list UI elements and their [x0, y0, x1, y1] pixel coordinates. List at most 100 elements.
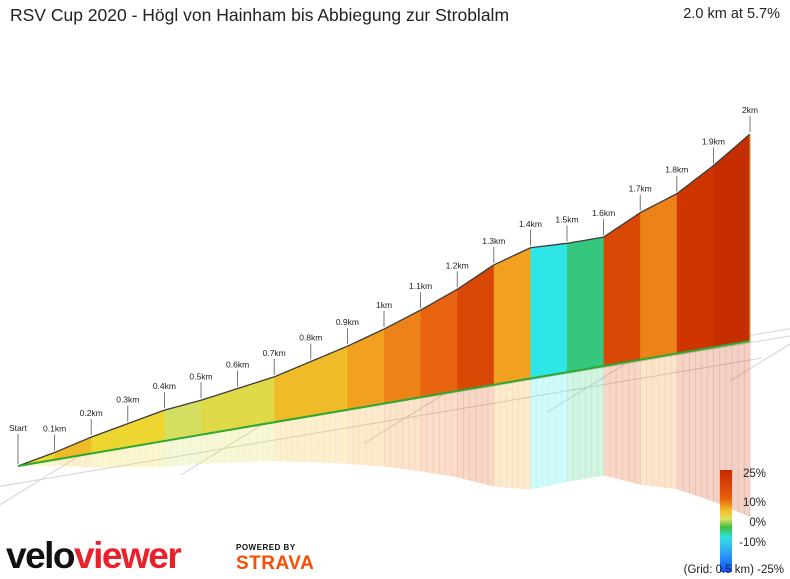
- wall-slice: [66, 444, 74, 458]
- reflection-slice: [237, 427, 245, 463]
- wall-slice: [298, 364, 306, 419]
- wall-slice: [280, 371, 287, 422]
- wall-slice: [255, 380, 263, 426]
- wall-slice: [286, 369, 294, 421]
- distance-label: 0.5km: [189, 371, 212, 381]
- wall-slice: [426, 303, 434, 397]
- reflection-slice: [335, 410, 342, 464]
- reflection-slice: [115, 448, 123, 468]
- distance-label: 1.5km: [555, 214, 578, 224]
- reflection-slice: [79, 454, 86, 468]
- powered-by-text: POWERED BY: [236, 543, 296, 552]
- wall-slice: [432, 299, 440, 396]
- reflection-slice: [384, 402, 391, 468]
- reflection-slice: [506, 381, 513, 489]
- reflection-slice: [536, 376, 544, 489]
- reflection-slice: [445, 392, 452, 477]
- wall-slice: [268, 376, 275, 424]
- reflection-slice: [274, 421, 281, 462]
- wall-slice: [469, 277, 477, 389]
- reflection-slice: [365, 405, 373, 466]
- veloviewer-logo[interactable]: veloviewer: [6, 535, 182, 576]
- wall-slice: [243, 384, 251, 428]
- reflection-slice: [542, 375, 550, 488]
- reflection-slice: [127, 446, 135, 468]
- legend-label-0: 0%: [749, 517, 766, 529]
- reflection-slice: [664, 354, 672, 489]
- reflection-slice: [310, 414, 318, 463]
- reflection-slice: [329, 411, 336, 464]
- distance-label: 1.7km: [629, 184, 652, 194]
- distance-label: 1.8km: [665, 165, 688, 175]
- distance-label: 0.9km: [336, 317, 359, 327]
- distance-label: 0.1km: [43, 423, 66, 433]
- wall-slice: [719, 155, 727, 347]
- reflection-slice: [634, 359, 641, 485]
- wall-slice: [207, 396, 214, 434]
- powered-by-strava[interactable]: POWERED BY STRAVA: [236, 543, 314, 575]
- wall-slice: [316, 356, 324, 415]
- wall-slice: [615, 224, 623, 364]
- wall-slice: [499, 259, 507, 384]
- reflection-slice: [695, 349, 702, 498]
- reflection-slice: [188, 435, 196, 466]
- chart-title: RSV Cup 2020 - Högl von Hainham bis Abbi…: [10, 5, 510, 25]
- grid-line-long: [0, 357, 763, 487]
- wall-slice: [506, 256, 513, 383]
- reflection-slice: [689, 350, 696, 496]
- reflection-slice: [658, 355, 666, 488]
- wall-slice: [176, 405, 184, 439]
- wall-slice: [548, 244, 556, 376]
- wall-slice: [689, 179, 696, 352]
- reflection-slice: [377, 403, 385, 467]
- wall-slice: [567, 242, 574, 373]
- wall-slice: [457, 285, 464, 391]
- wall-slice: [518, 250, 525, 381]
- distance-label: 0.2km: [80, 408, 103, 418]
- reflection-slice: [60, 457, 68, 467]
- reflection-slice: [213, 431, 220, 464]
- distance-label: 0.6km: [226, 360, 249, 370]
- reflection-slice: [609, 363, 617, 479]
- wall-slice: [371, 331, 379, 406]
- wall-slice: [219, 392, 226, 432]
- wall-slice: [323, 353, 330, 414]
- elevation-wall: [17, 133, 751, 467]
- wall-slice: [585, 239, 592, 370]
- reflection-slice: [66, 456, 74, 467]
- wall-slice: [414, 310, 422, 399]
- reflection-slice: [390, 401, 397, 469]
- wall-slice: [658, 200, 666, 357]
- reflection-slice: [469, 387, 477, 483]
- wall-slice: [164, 408, 172, 441]
- wall-slice: [231, 388, 239, 430]
- reflection-slice: [701, 348, 708, 500]
- climb-summary: 2.0 km at 5.7%: [683, 6, 780, 22]
- reflection-slice: [54, 458, 62, 467]
- wall-slice: [707, 165, 714, 349]
- reflection-slice: [432, 394, 440, 475]
- grid-line-cross: [729, 343, 790, 382]
- reflection-slice: [737, 342, 745, 515]
- distance-label: 1.2km: [446, 260, 469, 270]
- reflection-slice: [548, 374, 556, 486]
- wall-slice: [579, 240, 586, 371]
- reflection-slice: [499, 382, 507, 488]
- distance-label: 1.1km: [409, 281, 432, 291]
- reflection-slice: [560, 372, 568, 484]
- reflection-slice: [670, 353, 678, 490]
- distance-label: Start: [9, 423, 28, 433]
- reflection-slice: [530, 377, 538, 490]
- reflection-slice: [292, 418, 300, 462]
- wall-slice: [603, 233, 611, 366]
- wall-slice: [170, 406, 178, 440]
- wall-slice: [72, 442, 80, 457]
- distance-label: 0.4km: [153, 381, 176, 391]
- reflection-slice: [280, 420, 287, 462]
- legend-label-minus10: -10%: [739, 537, 766, 549]
- distance-label: 0.7km: [263, 348, 286, 358]
- wall-slice: [115, 425, 123, 450]
- reflection-slice: [615, 362, 623, 481]
- reflection-slice: [621, 361, 629, 482]
